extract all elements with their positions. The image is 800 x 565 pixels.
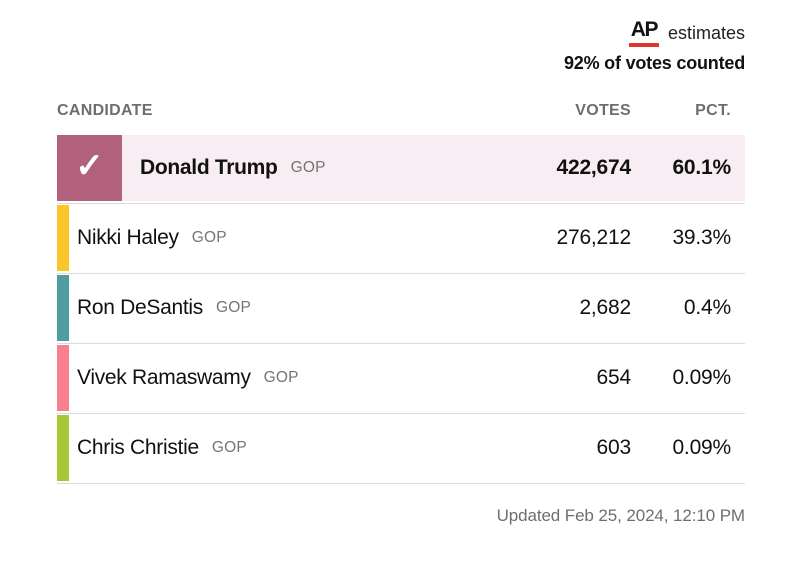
column-header-candidate: CANDIDATE — [57, 102, 153, 119]
votes-value: 654 — [596, 366, 632, 389]
candidate-row: ✓ Vivek Ramaswamy GOP 654 0.09% — [57, 345, 745, 411]
party-color-bar: ✓ — [57, 275, 69, 341]
candidate-cell: ✓ Ron DeSantis GOP — [57, 275, 511, 341]
candidate-cell: ✓ Vivek Ramaswamy GOP — [57, 345, 511, 411]
candidate-row: ✓ Chris Christie GOP 603 0.09% — [57, 415, 745, 481]
party-color-bar: ✓ — [57, 135, 122, 201]
votes-value: 422,674 — [556, 156, 631, 179]
candidate-cell: ✓ Chris Christie GOP — [57, 415, 511, 481]
candidate-row: ✓ Donald Trump GOP 422,674 60.1% — [57, 135, 745, 201]
column-header-pct: PCT. — [695, 102, 731, 119]
updated-timestamp: Updated Feb 25, 2024, 12:10 PM — [496, 506, 746, 525]
candidate-cell: ✓ Donald Trump GOP — [57, 135, 511, 201]
row-divider — [57, 343, 745, 344]
row-divider — [57, 203, 745, 204]
pct-value: 0.09% — [672, 436, 731, 459]
candidate-name: Vivek Ramaswamy — [77, 366, 251, 389]
candidate-name: Nikki Haley — [77, 226, 179, 249]
ap-logo-icon: AP — [628, 19, 659, 47]
candidate-row: ✓ Nikki Haley GOP 276,212 39.3% — [57, 205, 745, 271]
candidate-cell: ✓ Nikki Haley GOP — [57, 205, 511, 271]
votes-value: 603 — [596, 436, 632, 459]
party-label: GOP — [191, 229, 227, 246]
estimates-label: estimates — [667, 22, 745, 43]
pct-value: 0.4% — [683, 296, 731, 319]
party-label: GOP — [263, 369, 299, 386]
votes-value: 276,212 — [556, 226, 631, 249]
votes-value: 2,682 — [579, 296, 631, 319]
candidate-name: Chris Christie — [77, 436, 199, 459]
candidate-name: Ron DeSantis — [77, 296, 203, 319]
candidate-name: Donald Trump — [140, 156, 278, 179]
party-label: GOP — [290, 159, 326, 176]
party-color-bar: ✓ — [57, 415, 69, 481]
column-headers: CANDIDATE VOTES PCT. — [57, 102, 745, 120]
attribution: AP estimates 92% of votes counted — [57, 18, 745, 74]
candidate-row: ✓ Ron DeSantis GOP 2,682 0.4% — [57, 275, 745, 341]
party-color-bar: ✓ — [57, 205, 69, 271]
pct-value: 60.1% — [672, 156, 731, 179]
row-divider — [57, 413, 745, 414]
row-divider — [57, 483, 745, 484]
pct-value: 39.3% — [672, 226, 731, 249]
pct-value: 0.09% — [672, 366, 731, 389]
party-color-bar: ✓ — [57, 345, 69, 411]
winner-check-icon: ✓ — [75, 147, 104, 185]
column-header-votes: VOTES — [575, 102, 631, 119]
row-divider — [57, 273, 745, 274]
party-label: GOP — [215, 299, 252, 316]
results-table: ✓ Donald Trump GOP 422,674 60.1% ✓ Nikki… — [57, 135, 745, 484]
votes-counted-status: 92% of votes counted — [563, 53, 745, 73]
party-label: GOP — [211, 439, 247, 456]
